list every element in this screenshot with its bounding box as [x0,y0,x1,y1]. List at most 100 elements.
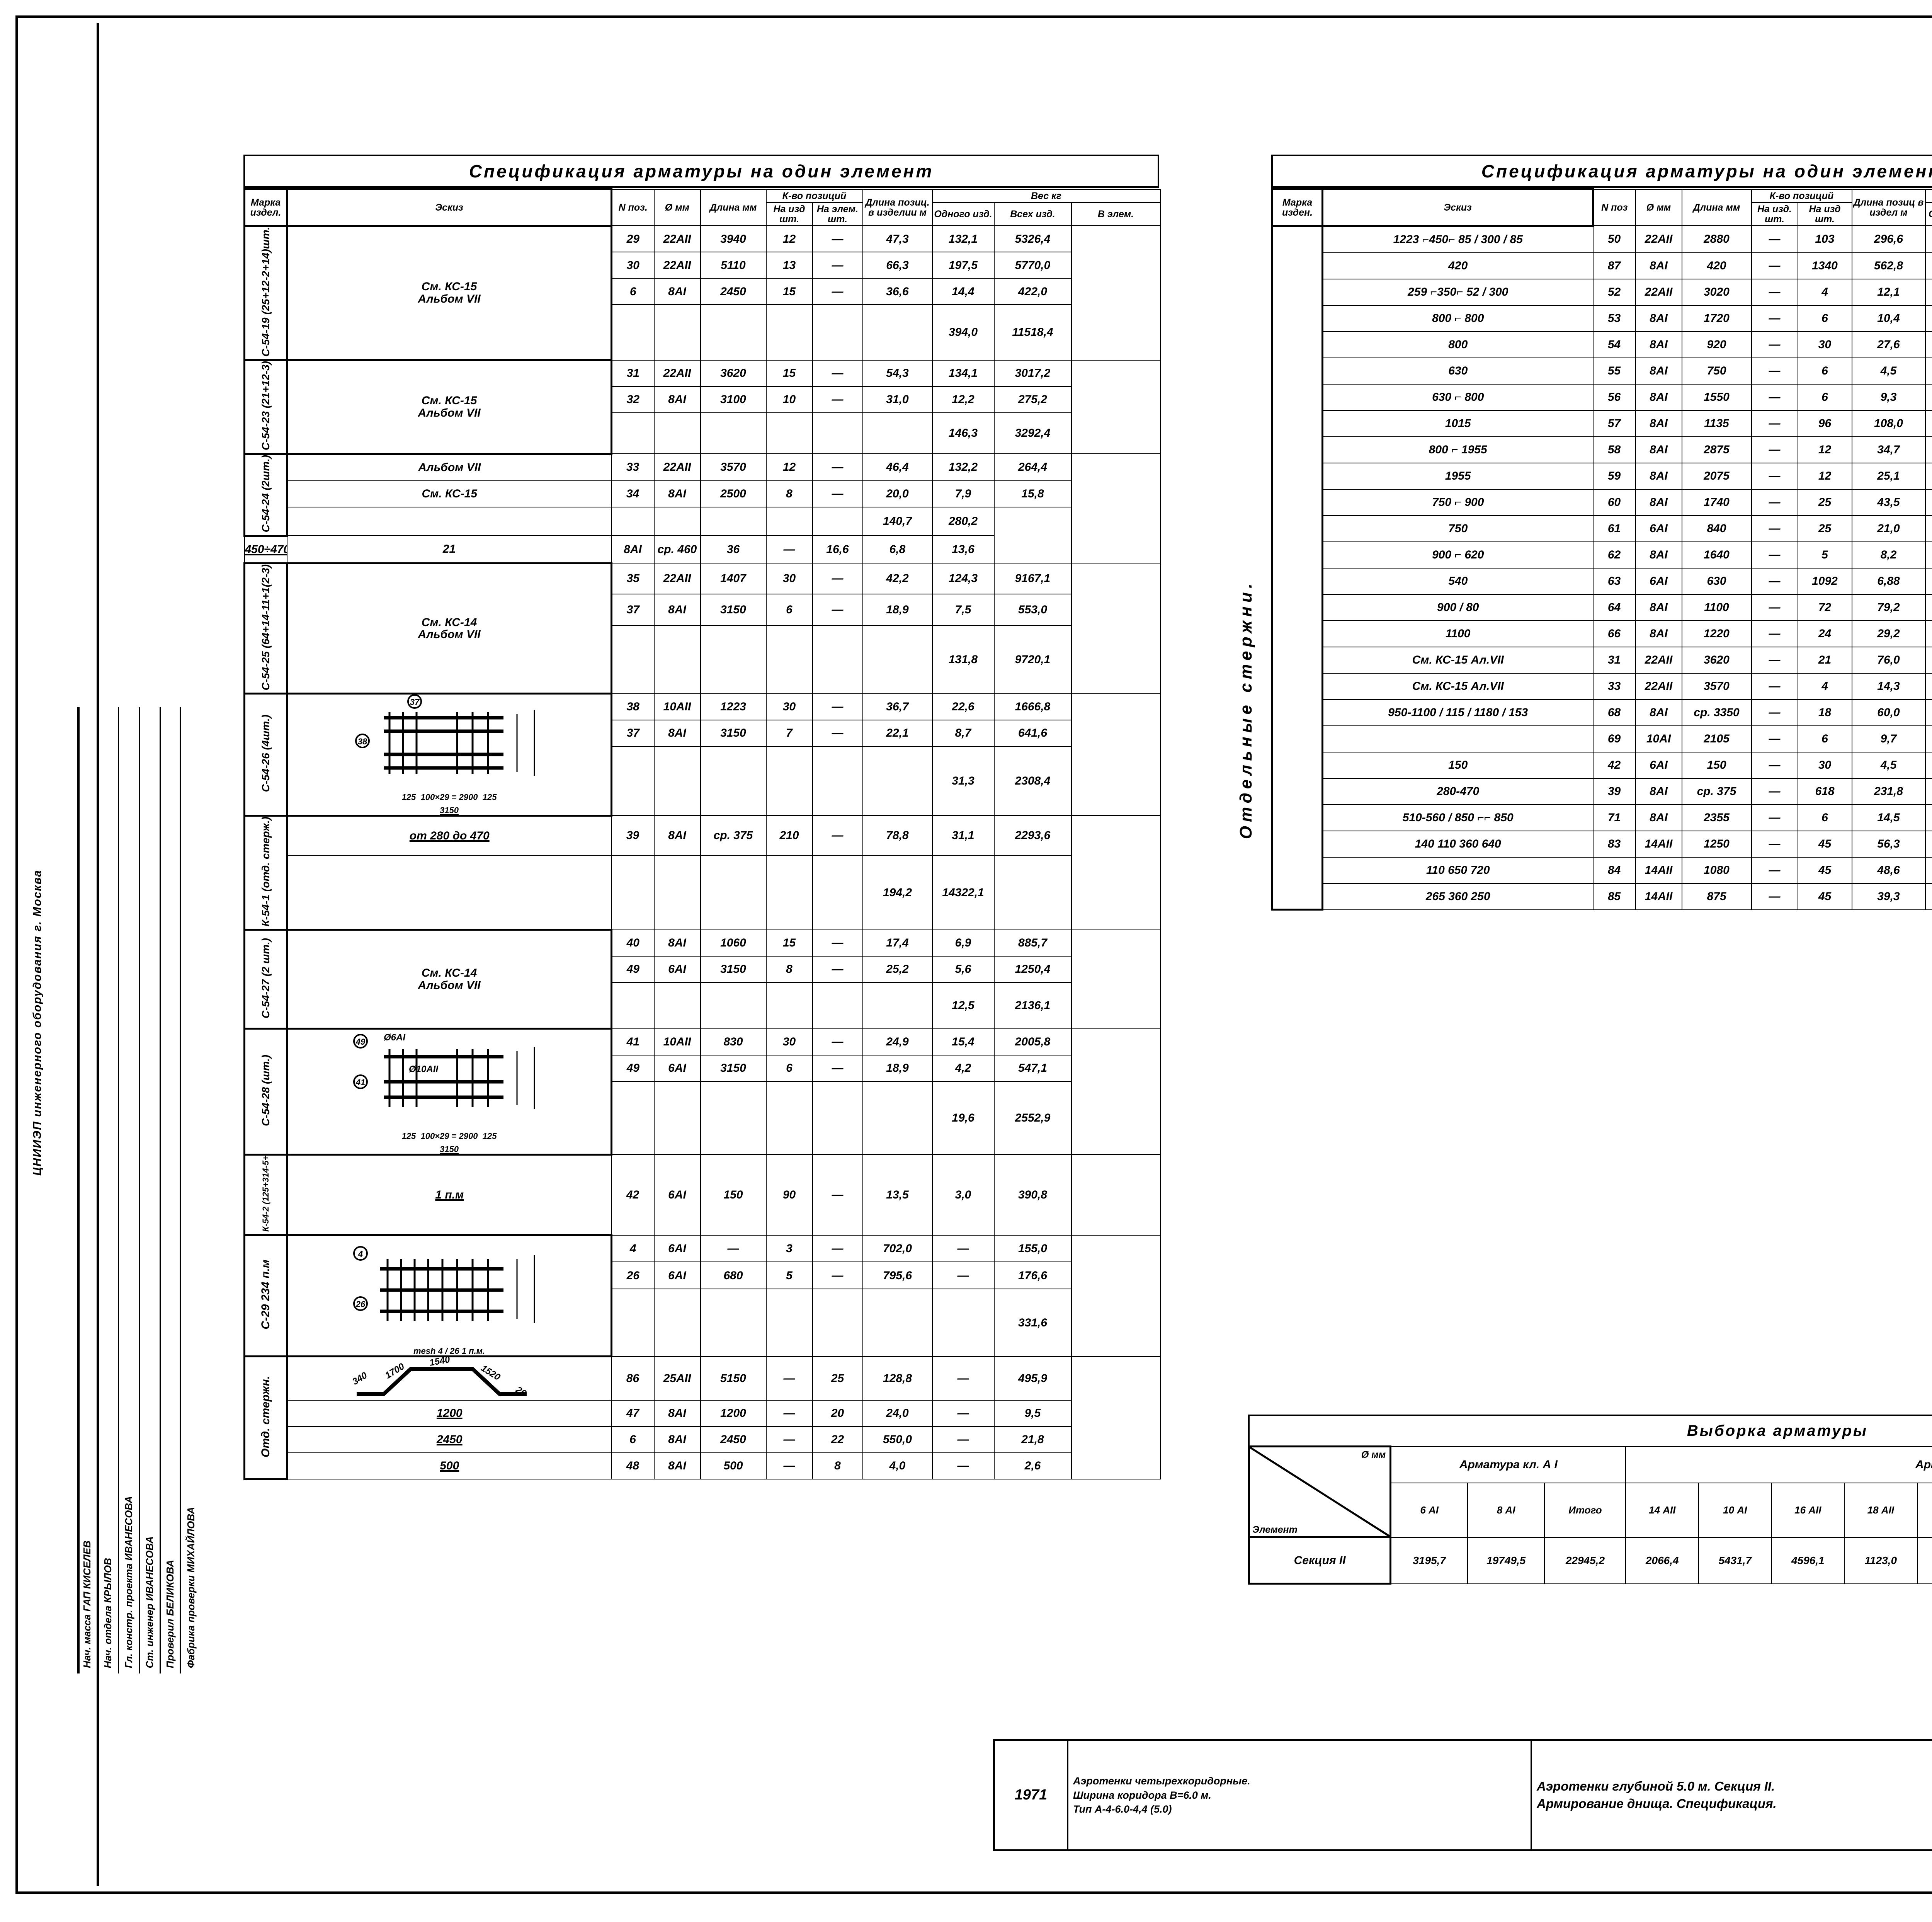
cell-c2: 45 [1797,856,1852,884]
cell-n: 37 [611,594,655,626]
vyborka-header-row-1: Ø мм Элемент Арматура кл. А I Арматура к… [1248,1445,1932,1538]
cell-marka: С-54-19 (25+12-2+14)шт. [243,225,288,361]
cell-naizd: 3 [765,1234,813,1263]
cell-naizd: 30 [765,693,813,720]
table-row-total: 331,6 [245,1289,1160,1357]
cell-c1: — [1751,515,1798,542]
cell-len: 3570 [1681,672,1752,700]
cell-len: 1200 [700,1400,767,1427]
cell-c2: 6 [1797,357,1852,385]
cell-odn: — [1925,541,1932,569]
approval-stamp-block: Нач. масса ГАП КИСЕЛЕВ Нач. отдела КРЫЛО… [77,707,201,1673]
cell-dlina-poz: 9,7 [1851,725,1926,752]
cell-c2: 6 [1797,804,1852,831]
cell-sketch: 2450 [286,1426,612,1454]
cell-dlina: 46,4 [862,453,933,481]
cell-odn: — [1925,383,1932,411]
title-block-object: Аэротенки четырехкоридорные. Ширина кори… [1068,1741,1532,1849]
right-spec-title: Спецификация арматуры на один элемент [1271,155,1932,188]
cell-nael: — [812,386,863,413]
cell-naizd: 8 [765,955,813,983]
cell-odn: — [932,1452,995,1480]
cell-sketch: 1200 [286,1400,612,1427]
cell-n: 50 [1592,225,1636,253]
cell-velem [1071,225,1161,361]
cell-vsex: 2293,6 [993,815,1072,856]
table-row: 950-1100 / 115 / 1180 / 153 68 8АI ср. 3350… [1272,699,1932,726]
cell-c2: 24 [1797,620,1852,647]
cell-sketch: 500 [286,1452,612,1480]
cell-d: 22АII [1635,672,1682,700]
cell-len: 1220 [1681,620,1752,647]
mesh-sketch-icon: 37 38 [355,695,535,776]
cell-len: 920 [1681,331,1752,358]
cell-dlina: 702,0 [862,1234,933,1263]
cell-dlina-poz: 8,2 [1851,541,1926,569]
cell-dlina-poz: 79,2 [1851,594,1926,621]
cell-sketch: 900 ⌐ 620 [1322,541,1594,569]
table-row: С-54-26 (4шт.) 37 38 [243,693,1161,817]
cell-n: 33 [611,453,655,481]
cell-len: ср. 375 [700,815,767,856]
cell-naizd: — [765,1356,813,1401]
cell-total-odn: 146,3 [932,412,995,455]
cell-sketch [1322,725,1594,752]
cell-n: 30 [611,252,655,279]
cell-len: 1080 [1681,856,1752,884]
table-row: 37 8АI 3150 6 — 18,9 7,5 553,0 [245,594,1160,626]
table-row-total: 194,2 14322,1 [245,855,1160,930]
cell-d: 10АII [653,693,701,720]
cell-d: 8АI [653,386,701,413]
cell-c1: — [1751,383,1798,411]
cell-odn: — [932,1234,995,1263]
cell-marka: К-54-2 (125+314-5+ [243,1153,288,1236]
cell-velem [1071,1234,1161,1357]
th-na-elem: На элем. шт. [812,202,863,226]
cell-odn: 3,0 [932,1154,995,1236]
cell-odn: 6,8 [862,535,933,564]
table-row: 2450 6 8АI 2450 — 22 550,0 — 21,8 [245,1426,1160,1454]
cell-sketch: 510-560 / 850 ⌐⌐ 850 [1322,804,1594,831]
cell-c2: 6 [1797,725,1852,752]
cell-dlina: 18,9 [862,594,933,626]
cell-nael: — [812,278,863,305]
cell-marka: С-54-26 (4шт.) [243,693,288,817]
cell-len: 3150 [700,719,767,747]
cell-len: 840 [1681,515,1752,542]
cell-d: 8АI [653,719,701,747]
table-row: 30 22АII 5110 13 — 66,3 197,5 5770,0 [245,252,1160,279]
cell-odn: — [1925,620,1932,647]
cell-sketch-mesh: 49 Ø6АI 41 Ø10АII [286,1028,612,1156]
cell-n: 38 [611,693,655,720]
cell-dlina-poz: 14,3 [1851,672,1926,700]
th-diam: Ø мм [653,189,701,226]
cell-total-odn: 12,5 [932,982,995,1029]
cell-d: 8АI [1635,541,1682,569]
cell-n: 6 [611,1426,655,1454]
cell-sketch: 1100 [1322,620,1594,647]
cell-c2: 6 [1797,305,1852,332]
left-specification: Спецификация арматуры на один элемент Ма… [243,155,1161,1480]
cell-nael: — [812,719,863,747]
cell-velem [1071,693,1161,816]
cell-n: 31 [611,359,655,387]
object-line-1: Ширина коридора В=6.0 м. [1073,1789,1211,1801]
cell-n: 68 [1592,699,1636,726]
cell-total-odn: 394,0 [932,304,995,361]
cell-sketch: 280-470 [1322,778,1594,805]
cell-odn: 22,6 [932,693,995,720]
cell-odn: — [1925,646,1932,674]
cell-naizd: 30 [765,1028,813,1055]
cell-odn: — [1925,856,1932,884]
table-row: Отд. стержн. 340 1700 1540 1520 20 86 [243,1355,1161,1480]
cell-n: 56 [1592,383,1636,411]
cell-len: 3100 [700,386,767,413]
cell-n: 64 [1592,594,1636,621]
left-spec-header-row-1: Марка издел. Эскиз N поз. Ø мм Длина мм … [243,188,1161,227]
cell-odn: — [1925,225,1932,253]
vyborka-grid: Ø мм Элемент Арматура кл. А I Арматура к… [1248,1445,1932,1585]
